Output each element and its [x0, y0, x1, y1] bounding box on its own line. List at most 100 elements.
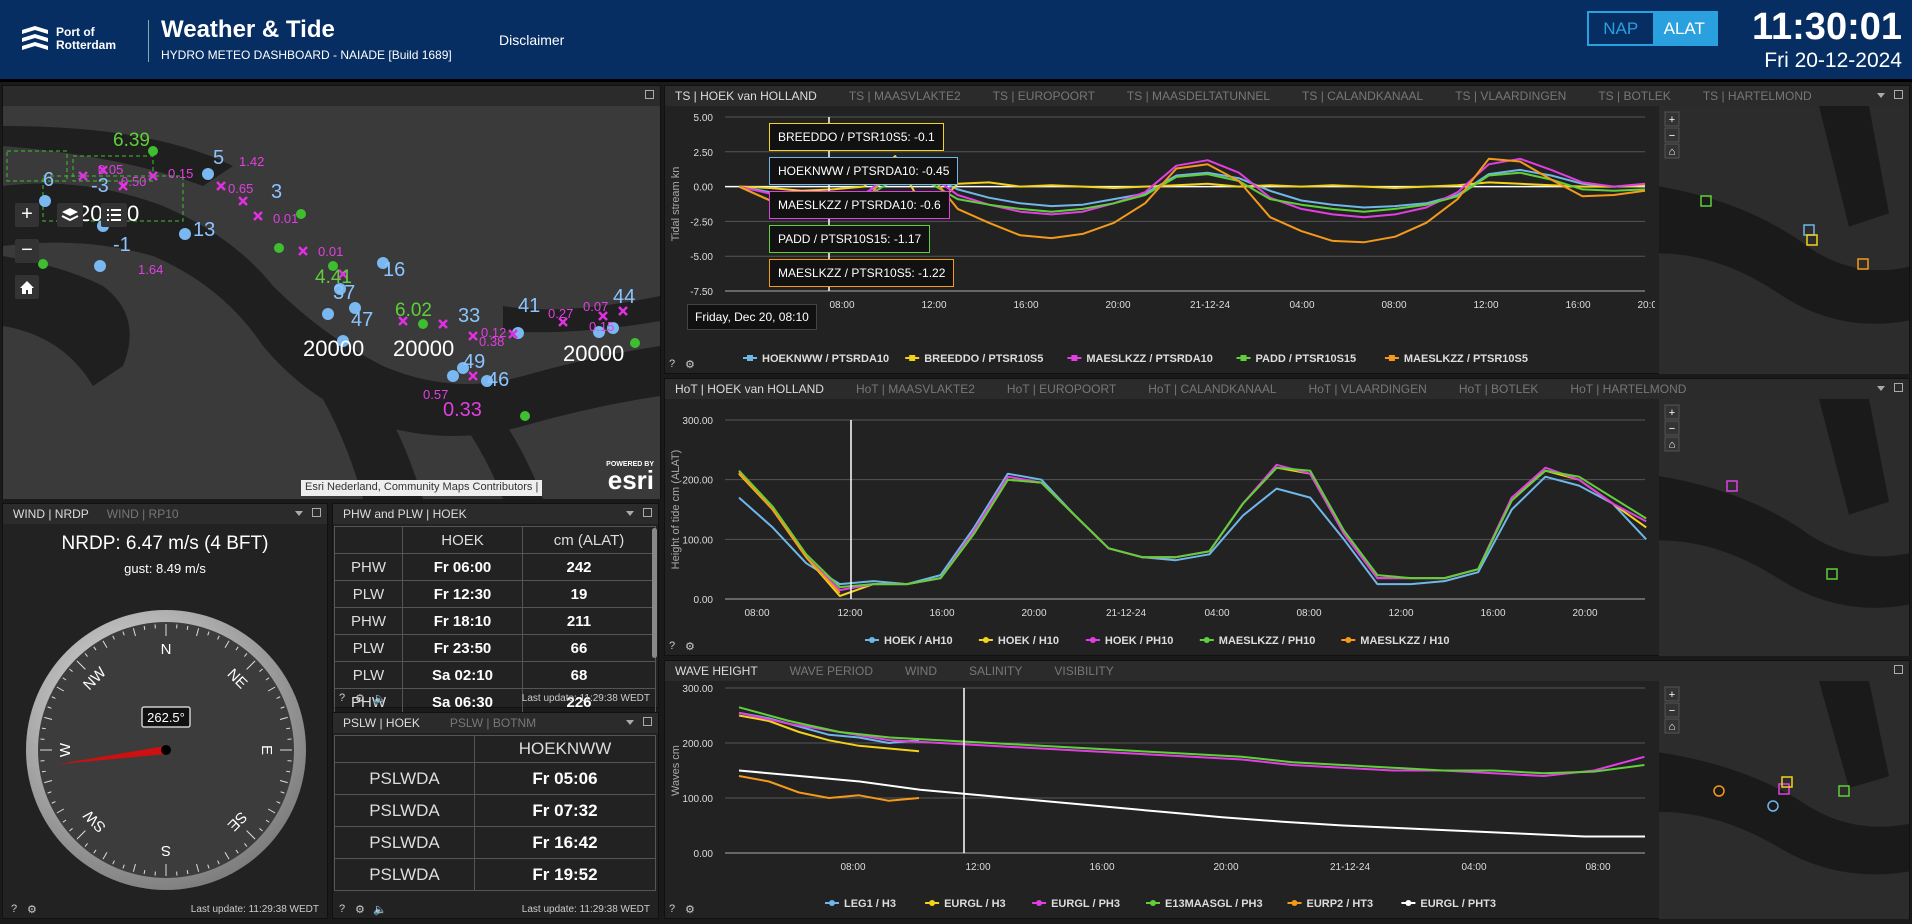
zoom-out-button[interactable]: − — [1665, 421, 1679, 435]
datum-toggle[interactable]: NAP ALAT — [1587, 11, 1718, 46]
help-icon[interactable]: ? — [339, 692, 345, 704]
maximize-icon[interactable] — [643, 717, 652, 726]
tab-wave-4[interactable]: VISIBILITY — [1054, 664, 1113, 678]
tab-ts-5[interactable]: TS | VLAARDINGEN — [1455, 89, 1566, 103]
tab-ts-0[interactable]: TS | HOEK van HOLLAND — [675, 89, 817, 103]
zoom-in-button[interactable]: + — [1665, 687, 1679, 701]
tab-wind-rp10[interactable]: WIND | RP10 — [107, 507, 179, 521]
maximize-icon[interactable] — [1894, 383, 1903, 392]
help-icon[interactable]: ? — [11, 903, 17, 915]
help-icon[interactable]: ? — [669, 640, 675, 652]
tab-hot-3[interactable]: HoT | CALANDKANAAL — [1148, 382, 1276, 396]
table-cell: 211 — [523, 608, 656, 635]
dropdown-icon[interactable] — [1877, 93, 1885, 98]
tab-wave-3[interactable]: SALINITY — [969, 664, 1022, 678]
maximize-icon[interactable] — [643, 508, 652, 517]
map-station-point[interactable] — [38, 259, 48, 269]
dropdown-icon[interactable] — [626, 720, 634, 725]
map-station-point[interactable] — [202, 168, 214, 180]
gear-icon[interactable]: ⚙ — [685, 903, 695, 916]
help-icon[interactable]: ? — [339, 903, 345, 915]
dropdown-icon[interactable] — [626, 511, 634, 516]
tab-wave-1[interactable]: WAVE PERIOD — [790, 664, 873, 678]
maximize-icon[interactable] — [645, 90, 654, 99]
tab-ts-3[interactable]: TS | MAASDELTATUNNEL — [1127, 89, 1270, 103]
gear-icon[interactable]: ⚙ — [27, 903, 37, 916]
tab-hot-1[interactable]: HoT | MAASVLAKTE2 — [856, 382, 975, 396]
tab-hot-2[interactable]: HoT | EUROPOORT — [1007, 382, 1116, 396]
wave-location-map[interactable]: + − ⌂ — [1659, 681, 1909, 919]
scrollbar[interactable] — [652, 528, 657, 658]
tab-wave-0[interactable]: WAVE HEIGHT — [675, 664, 758, 678]
map-station-point[interactable] — [630, 338, 640, 348]
tab-hot-4[interactable]: HoT | VLAARDINGEN — [1309, 382, 1427, 396]
home-button[interactable]: ⌂ — [1665, 144, 1679, 158]
series-line[interactable] — [739, 468, 1646, 587]
maximize-icon[interactable] — [312, 508, 321, 517]
series-line[interactable] — [739, 465, 1646, 590]
tab-wave-2[interactable]: WIND — [905, 664, 937, 678]
gear-icon[interactable]: ⚙ — [355, 903, 365, 916]
gear-icon[interactable]: ⚙ — [685, 640, 695, 653]
tab-ts-7[interactable]: TS | HARTELMOND — [1703, 89, 1812, 103]
sound-icon[interactable]: 🔈 — [373, 692, 387, 705]
help-icon[interactable]: ? — [669, 903, 675, 915]
disclaimer-link[interactable]: Disclaimer — [499, 32, 564, 48]
port-map[interactable]: 20000200002000020000536-3-11316374733414… — [3, 106, 660, 499]
series-line[interactable] — [739, 776, 919, 801]
map-station-point[interactable] — [520, 411, 530, 421]
sound-icon[interactable]: 🔈 — [373, 903, 387, 916]
series-line[interactable] — [739, 771, 1645, 837]
series-line[interactable] — [739, 716, 919, 752]
tab-pslw-hoek[interactable]: PSLW | HOEK — [343, 716, 420, 730]
map-station-point[interactable] — [322, 308, 334, 320]
zoom-in-button[interactable]: + — [1665, 405, 1679, 419]
series-line[interactable] — [739, 474, 1646, 584]
y-tick-label: 0.00 — [694, 183, 714, 194]
legend-button[interactable] — [101, 203, 127, 227]
tab-ts-1[interactable]: TS | MAASVLAKTE2 — [849, 89, 961, 103]
map-station-point[interactable] — [179, 228, 191, 240]
tab-ts-6[interactable]: TS | BOTLEK — [1598, 89, 1670, 103]
maximize-icon[interactable] — [1894, 665, 1903, 674]
series-line[interactable] — [739, 713, 1644, 776]
tab-wind-nrdp[interactable]: WIND | NRDP — [13, 507, 89, 521]
list-icon — [101, 203, 127, 227]
nap-button[interactable]: NAP — [1589, 13, 1653, 44]
home-button[interactable]: ⌂ — [1665, 437, 1679, 451]
tab-ts-2[interactable]: TS | EUROPOORT — [993, 89, 1095, 103]
zoom-in-button[interactable]: + — [1665, 112, 1679, 126]
ts-location-map[interactable]: + − ⌂ — [1659, 106, 1909, 374]
tab-pslw-botnm[interactable]: PSLW | BOTNM — [450, 716, 536, 730]
map-station-point[interactable] — [94, 260, 106, 272]
gear-icon[interactable]: ⚙ — [685, 358, 695, 371]
home-button[interactable] — [15, 275, 39, 299]
dropdown-icon[interactable] — [295, 511, 303, 516]
layers-button[interactable] — [57, 203, 83, 227]
y-tick-label: 200.00 — [682, 476, 713, 487]
map-station-point[interactable] — [447, 370, 459, 382]
tab-hot-0[interactable]: HoT | HOEK van HOLLAND — [675, 382, 824, 396]
series-line[interactable] — [739, 468, 1646, 596]
hot-location-map[interactable]: + − ⌂ — [1659, 399, 1909, 656]
gear-icon[interactable]: ⚙ — [355, 692, 365, 705]
zoom-out-button[interactable]: − — [15, 239, 39, 263]
compass-tick — [144, 626, 145, 630]
height-of-tide-chart[interactable]: Height of tide cm (ALAT)300.00200.00100.… — [665, 399, 1655, 656]
tab-hot-5[interactable]: HoT | BOTLEK — [1459, 382, 1539, 396]
zoom-out-button[interactable]: − — [1665, 703, 1679, 717]
zoom-out-button[interactable]: − — [1665, 128, 1679, 142]
map-station-point[interactable] — [274, 243, 284, 253]
map-station-point[interactable] — [39, 195, 51, 207]
zoom-in-button[interactable]: + — [15, 203, 39, 227]
help-icon[interactable]: ? — [669, 358, 675, 370]
dropdown-icon[interactable] — [1877, 386, 1885, 391]
tab-hot-6[interactable]: HoT | HARTELMOND — [1570, 382, 1686, 396]
tab-ts-4[interactable]: TS | CALANDKANAAL — [1302, 89, 1423, 103]
home-button[interactable]: ⌂ — [1665, 719, 1679, 733]
maximize-icon[interactable] — [1894, 90, 1903, 99]
alat-button[interactable]: ALAT — [1653, 13, 1717, 44]
